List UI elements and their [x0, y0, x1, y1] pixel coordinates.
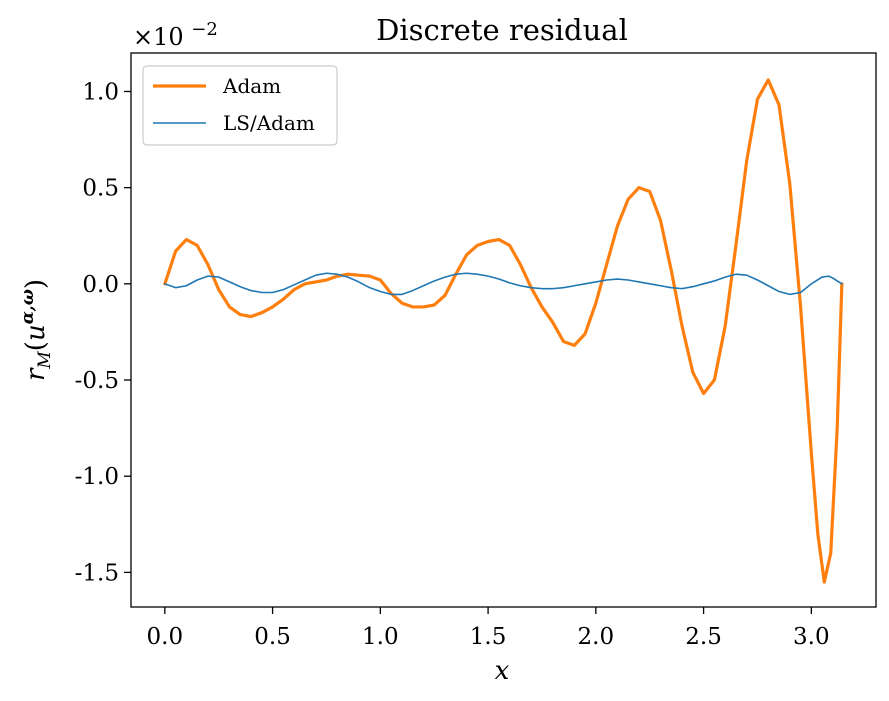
- y-tick-label: 0.0: [82, 272, 119, 298]
- y-axis-label-close-paren: ): [21, 279, 51, 289]
- series-line-ls-adam: [164, 272, 843, 296]
- y-tick-label: 0.5: [82, 176, 119, 202]
- y-tick-label: 1.0: [82, 79, 119, 105]
- x-tick-label: 2.0: [578, 624, 615, 650]
- axes-frame: [130, 52, 877, 608]
- x-tick-label: 2.5: [685, 624, 722, 650]
- y-axis-label-r: r: [21, 367, 51, 381]
- x-tick-label: 3.0: [793, 624, 830, 650]
- x-tick-label: 1.0: [362, 624, 399, 650]
- x-axis-label: x: [495, 656, 510, 686]
- y-tick-label: -0.5: [75, 368, 119, 394]
- y-axis-multiplier-exponent: −2: [191, 19, 218, 40]
- plot-area: 0.0 0.5 1.0 1.5 2.0 2.5 3.0 1.0 0.5 0.0 -0.5 -1.0 -…: [75, 52, 877, 650]
- legend-label-adam: Adam: [222, 74, 281, 98]
- legend: Adam LS/Adam: [142, 65, 338, 146]
- y-axis-label-subscript: M: [35, 351, 55, 370]
- y-tick-label: -1.0: [75, 464, 119, 490]
- y-axis-multiplier-base: ×10: [133, 23, 184, 51]
- y-axis-label-open-paren: (: [21, 341, 51, 351]
- y-axis-multiplier: ×10 −2: [133, 19, 218, 51]
- x-tick-label: 1.5: [470, 624, 507, 650]
- y-axis-label-superscript: α,ω: [18, 289, 38, 324]
- x-tick-label: 0.0: [147, 624, 184, 650]
- x-tick-label: 0.5: [254, 624, 291, 650]
- x-axis: 0.0 0.5 1.0 1.5 2.0 2.5 3.0: [147, 607, 830, 650]
- legend-label-ls-adam: LS/Adam: [223, 111, 315, 135]
- y-axis-label-u: u: [21, 324, 51, 341]
- y-tick-label: -1.5: [75, 560, 119, 586]
- chart-title: Discrete residual: [376, 13, 628, 47]
- y-axis-label: rM(uα,ω): [18, 279, 55, 381]
- y-axis: 1.0 0.5 0.0 -0.5 -1.0 -1.5: [75, 79, 131, 586]
- series-line-adam: [163, 78, 844, 584]
- series-layer: [163, 78, 844, 584]
